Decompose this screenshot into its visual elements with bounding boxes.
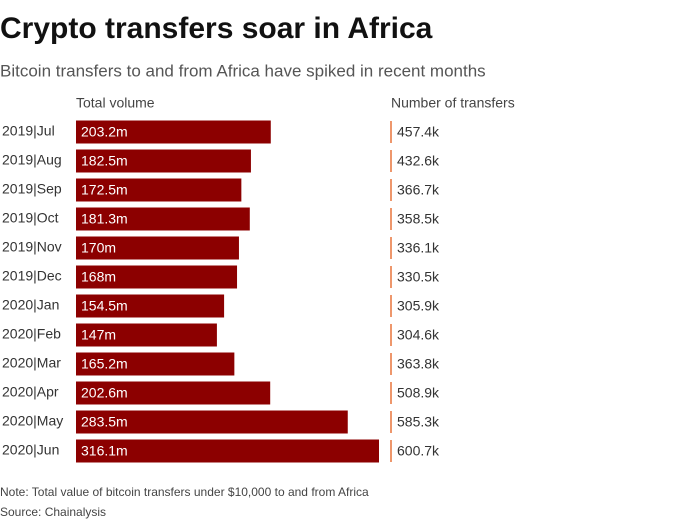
bar-label: 170m bbox=[81, 240, 116, 256]
bar-label: 147m bbox=[81, 327, 116, 343]
transfer-value: 363.8k bbox=[397, 356, 440, 372]
transfer-value: 432.6k bbox=[397, 153, 440, 169]
category-label: 2019|Jul bbox=[2, 123, 55, 139]
transfer-value: 457.4k bbox=[397, 124, 440, 140]
category-label: 2019|Oct bbox=[2, 210, 59, 226]
transfer-value: 600.7k bbox=[397, 443, 440, 459]
category-label: 2019|Dec bbox=[2, 268, 62, 284]
bar-label: 182.5m bbox=[81, 153, 128, 169]
column-header: Total volume bbox=[76, 95, 155, 111]
bar bbox=[76, 207, 250, 231]
category-label: 2019|Aug bbox=[2, 152, 62, 168]
bar-label: 165.2m bbox=[81, 356, 128, 372]
chart-title: Crypto transfers soar in Africa bbox=[0, 12, 433, 45]
category-label: 2020|Jun bbox=[2, 442, 59, 458]
transfer-value: 366.7k bbox=[397, 182, 440, 198]
bar bbox=[76, 149, 251, 173]
note: Note: Total value of bitcoin transfers u… bbox=[0, 485, 369, 499]
bar-label: 181.3m bbox=[81, 211, 128, 227]
bar bbox=[76, 381, 271, 405]
bar-label: 203.2m bbox=[81, 124, 128, 140]
category-label: 2020|Apr bbox=[2, 384, 59, 400]
category-label: 2019|Nov bbox=[2, 239, 62, 255]
category-label: 2020|Jan bbox=[2, 297, 59, 313]
bar-label: 172.5m bbox=[81, 182, 128, 198]
bar bbox=[76, 410, 348, 434]
bar bbox=[76, 178, 242, 202]
transfer-value: 508.9k bbox=[397, 385, 440, 401]
source: Source: Chainalysis bbox=[0, 505, 106, 519]
bar bbox=[76, 236, 239, 260]
bar bbox=[76, 294, 225, 318]
bar bbox=[76, 120, 271, 144]
bar-label: 316.1m bbox=[81, 443, 128, 459]
transfer-value: 336.1k bbox=[397, 240, 440, 256]
category-label: 2019|Sep bbox=[2, 181, 62, 197]
chart-subtitle: Bitcoin transfers to and from Africa hav… bbox=[0, 61, 486, 80]
category-label: 2020|Feb bbox=[2, 326, 61, 342]
bar bbox=[76, 323, 217, 347]
bar bbox=[76, 439, 379, 463]
bar-label: 202.6m bbox=[81, 385, 128, 401]
transfer-value: 330.5k bbox=[397, 269, 440, 285]
transfer-value: 305.9k bbox=[397, 298, 440, 314]
category-label: 2020|Mar bbox=[2, 355, 61, 371]
bar-label: 168m bbox=[81, 269, 116, 285]
transfer-value: 585.3k bbox=[397, 414, 440, 430]
transfer-value: 358.5k bbox=[397, 211, 440, 227]
transfer-value: 304.6k bbox=[397, 327, 440, 343]
bar bbox=[76, 265, 238, 289]
bar-label: 283.5m bbox=[81, 414, 128, 430]
category-label: 2020|May bbox=[2, 413, 63, 429]
column-header: Number of transfers bbox=[391, 95, 515, 111]
bar bbox=[76, 352, 235, 376]
bar-label: 154.5m bbox=[81, 298, 128, 314]
